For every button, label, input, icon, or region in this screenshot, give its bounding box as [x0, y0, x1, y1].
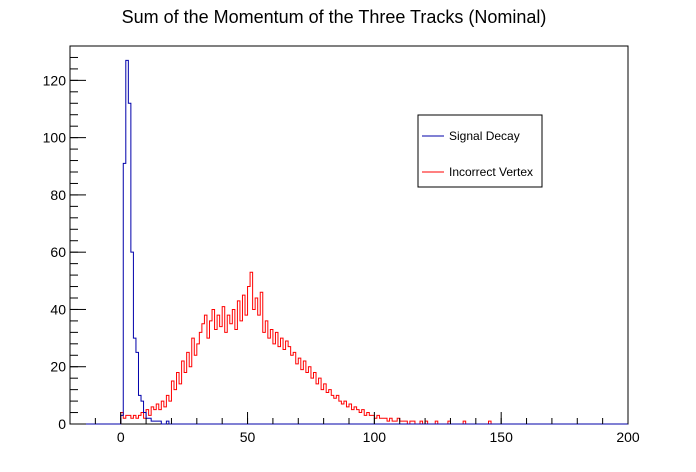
- chart-title: Sum of the Momentum of the Three Tracks …: [122, 7, 547, 27]
- plot-area: [69, 45, 629, 425]
- plot-frame: [69, 45, 629, 425]
- y-tick-label: 40: [50, 301, 66, 317]
- legend-label-signal-decay: Signal Decay: [449, 129, 520, 143]
- y-tick-label: 100: [43, 130, 67, 146]
- legend-label-incorrect-vertex: Incorrect Vertex: [449, 165, 533, 179]
- legend: Signal Decay Incorrect Vertex: [417, 114, 543, 188]
- y-tick-label: 20: [50, 359, 66, 375]
- x-tick-label: 200: [616, 429, 640, 445]
- series-layer: [70, 59, 628, 425]
- legend-box: [417, 114, 543, 188]
- x-tick-label: 150: [490, 429, 514, 445]
- y-tick-label: 120: [43, 72, 67, 88]
- x-tick-label: 50: [240, 429, 256, 445]
- x-tick-label: 100: [363, 429, 387, 445]
- series-signal-decay: [70, 59, 628, 425]
- series-incorrect-vertex: [70, 271, 628, 425]
- y-tick-label: 60: [50, 244, 66, 260]
- x-tick-label: 0: [117, 429, 125, 445]
- axes-layer: 0 50 100 150 200 0 20 40 60 80 100 120: [43, 45, 640, 445]
- y-tick-label: 80: [50, 187, 66, 203]
- y-tick-label: 0: [58, 416, 66, 432]
